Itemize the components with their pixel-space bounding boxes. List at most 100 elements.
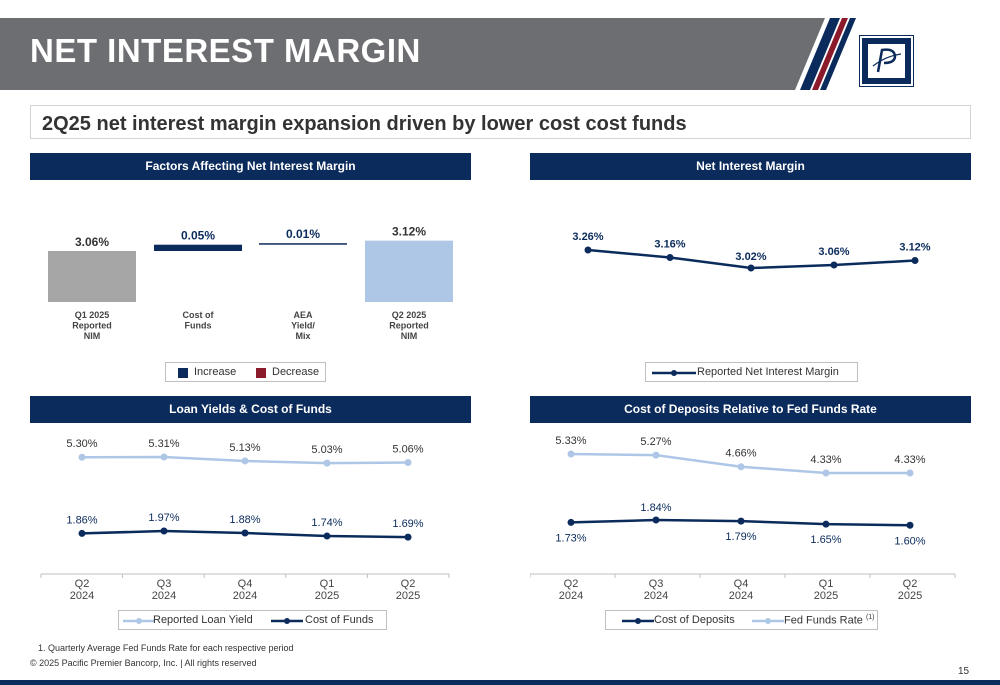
x-tick-label-4-1: 2025 bbox=[396, 590, 420, 602]
series-0-label-1: 1.84% bbox=[640, 502, 671, 514]
x-tick-label-0-0: Q2 bbox=[564, 578, 579, 590]
series-0-point-3 bbox=[323, 459, 331, 467]
x-tick-label-2-1: 2024 bbox=[729, 590, 753, 602]
loan-yield-chart: 5.30% 5.31% 5.13% 5.03% 5.06% 1.86% 1.97% 1.88%… bbox=[30, 428, 471, 610]
waterfall-category-2-2: Mix bbox=[295, 331, 310, 341]
loan-panel-header: Loan Yields & Cost of Funds bbox=[30, 396, 471, 423]
series-0-point-2 bbox=[747, 264, 755, 272]
page-subtitle: 2Q25 net interest margin expansion drive… bbox=[42, 113, 687, 135]
series-0-label-2: 5.13% bbox=[229, 442, 260, 454]
fed-funds-legend-marker bbox=[752, 618, 784, 624]
x-tick-label-4-0: Q2 bbox=[903, 578, 918, 590]
loan-legend: Reported Loan Yield Cost of Funds bbox=[118, 610, 387, 630]
series-0-label-2: 1.79% bbox=[725, 531, 756, 543]
series-0-point-4 bbox=[911, 257, 919, 264]
series-0-point-2 bbox=[737, 517, 745, 525]
series-1-point-1 bbox=[652, 451, 660, 459]
x-tick-label-2-1: 2024 bbox=[233, 590, 257, 602]
waterfall-bar-3 bbox=[365, 240, 453, 302]
x-tick-label-0-0: Q2 bbox=[75, 578, 90, 590]
series-0-label-3: 3.06% bbox=[818, 246, 849, 258]
x-tick-label-3-0: Q1 bbox=[819, 578, 834, 590]
series-1-point-4 bbox=[404, 533, 412, 541]
series-0-label-0: 1.73% bbox=[555, 532, 586, 544]
waterfall-category-3-1: Reported bbox=[389, 321, 429, 331]
legend-nim: Reported Net Interest Margin bbox=[697, 366, 839, 378]
series-0-label-4: 5.06% bbox=[392, 444, 423, 456]
series-1-label-2: 1.88% bbox=[229, 514, 260, 526]
nim-legend-marker bbox=[652, 370, 696, 376]
series-0-label-4: 1.60% bbox=[894, 535, 925, 547]
x-tick-label-2-0: Q4 bbox=[734, 578, 749, 590]
series-0-point-4 bbox=[404, 459, 412, 466]
bottom-bar bbox=[0, 680, 1000, 685]
waterfall-category-1-0: Cost of bbox=[183, 310, 215, 320]
x-tick-label-1-1: 2024 bbox=[152, 590, 176, 602]
series-0-label-1: 5.31% bbox=[148, 438, 179, 450]
x-tick-label-0-1: 2024 bbox=[559, 590, 583, 602]
waterfall-bar-1 bbox=[154, 244, 242, 251]
legend-decrease: Decrease bbox=[272, 366, 320, 378]
series-0-point-3 bbox=[822, 520, 830, 528]
waterfall-category-2-0: AEA bbox=[293, 310, 313, 320]
deposits-legend: Cost of Deposits Fed Funds Rate (1) bbox=[605, 610, 878, 630]
series-0-point-1 bbox=[666, 254, 674, 261]
series-1-label-0: 5.33% bbox=[555, 435, 586, 447]
series-1-label-0: 1.86% bbox=[66, 514, 97, 526]
series-0-label-2: 3.02% bbox=[735, 251, 766, 263]
factors-panel-header: Factors Affecting Net Interest Margin bbox=[30, 153, 471, 180]
legend-cost-of-deposits: Cost of Deposits bbox=[654, 614, 735, 626]
x-tick-label-4-1: 2025 bbox=[898, 590, 922, 602]
waterfall-category-1-1: Funds bbox=[185, 321, 212, 331]
legend-fed-funds-superscript: (1) bbox=[865, 614, 875, 621]
series-1-point-2 bbox=[241, 529, 249, 537]
legend-fed-funds: Fed Funds Rate bbox=[784, 614, 863, 627]
legend-loan-yield: Reported Loan Yield bbox=[153, 614, 253, 626]
waterfall-category-0-0: Q1 2025 bbox=[75, 310, 110, 320]
series-1-label-3: 1.74% bbox=[311, 517, 342, 529]
series-1-label-1: 5.27% bbox=[640, 436, 671, 448]
series-1-point-3 bbox=[323, 532, 331, 540]
page-title: NET INTEREST MARGIN bbox=[30, 32, 421, 69]
x-tick-label-3-1: 2025 bbox=[315, 590, 339, 602]
series-0-point-2 bbox=[241, 457, 249, 465]
series-1-point-3 bbox=[822, 469, 830, 477]
series-1-label-2: 4.66% bbox=[725, 448, 756, 460]
footnote: 1. Quarterly Average Fed Funds Rate for … bbox=[38, 643, 294, 653]
x-tick-label-1-1: 2024 bbox=[644, 590, 668, 602]
subtitle-box: 2Q25 net interest margin expansion drive… bbox=[30, 105, 971, 139]
series-1-point-1 bbox=[160, 527, 168, 535]
company-logo bbox=[859, 35, 914, 87]
series-0-label-1: 3.16% bbox=[654, 239, 685, 251]
loan-yield-legend-marker bbox=[123, 618, 155, 624]
nim-factors-chart: 3.06% Q1 2025 Reported NIM 0.05% Cost of Funds… bbox=[30, 185, 471, 355]
series-1-label-4: 1.69% bbox=[392, 518, 423, 530]
waterfall-category-2-1: Yield/ bbox=[291, 321, 315, 331]
x-tick-label-1-0: Q3 bbox=[157, 578, 172, 590]
cost-of-funds-legend-marker bbox=[271, 618, 303, 624]
legend-increase: Increase bbox=[194, 366, 237, 378]
deposits-panel-header: Cost of Deposits Relative to Fed Funds R… bbox=[530, 396, 971, 423]
x-tick-label-1-0: Q3 bbox=[649, 578, 664, 590]
increase-swatch bbox=[178, 368, 188, 378]
series-0-label-0: 3.26% bbox=[572, 231, 603, 243]
copyright: © 2025 Pacific Premier Bancorp, Inc. | A… bbox=[30, 658, 257, 668]
waterfall-label-2: 0.01% bbox=[286, 227, 320, 241]
nim-panel-header: Net Interest Margin bbox=[530, 153, 971, 180]
series-1-point-0 bbox=[567, 450, 575, 458]
series-1-point-2 bbox=[737, 463, 745, 471]
logo-emblem-icon bbox=[872, 48, 902, 73]
series-1-point-4 bbox=[906, 469, 914, 477]
series-1-label-1: 1.97% bbox=[148, 512, 179, 524]
series-0-point-3 bbox=[830, 261, 838, 269]
series-0-point-0 bbox=[584, 246, 592, 254]
series-0-label-4: 3.12% bbox=[899, 242, 930, 254]
waterfall-label-0: 3.06% bbox=[75, 235, 109, 249]
page-number: 15 bbox=[958, 666, 970, 677]
waterfall-label-3: 3.12% bbox=[392, 225, 426, 239]
waterfall-category-3-2: NIM bbox=[401, 331, 418, 341]
series-0-label-0: 5.30% bbox=[66, 438, 97, 450]
waterfall-category-3-0: Q2 2025 bbox=[392, 310, 427, 320]
series-0-point-0 bbox=[567, 518, 575, 526]
cost-of-deposits-legend-marker bbox=[622, 618, 654, 624]
